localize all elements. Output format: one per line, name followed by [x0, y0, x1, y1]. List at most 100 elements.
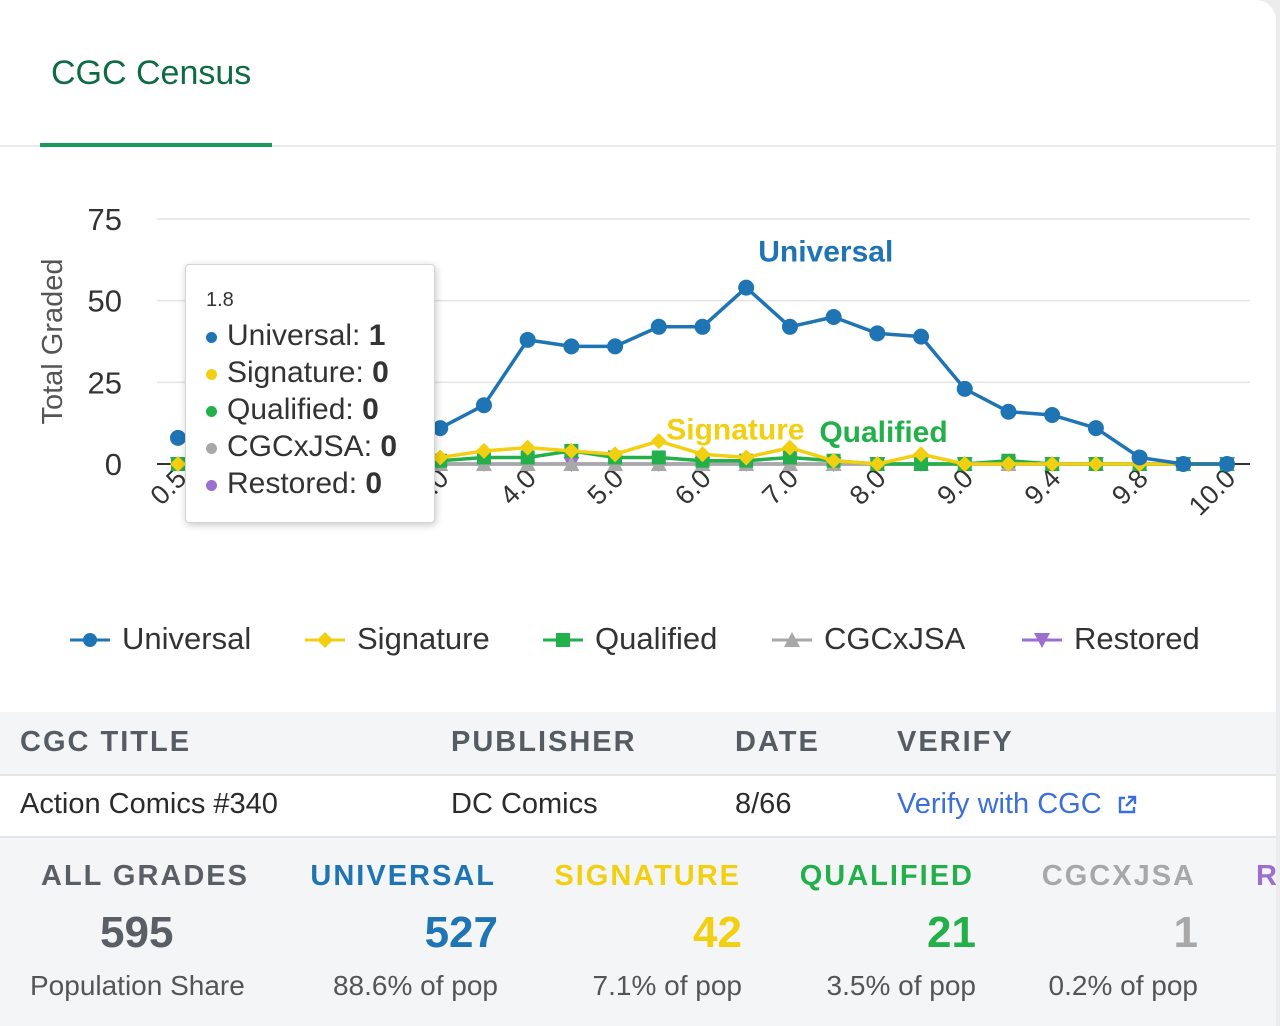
data-point-qualified: [914, 457, 929, 471]
legend-label: Qualified: [595, 621, 718, 656]
data-point-universal: [170, 429, 186, 446]
chart-legend: Universal Signature Qualified CGCxJSA: [0, 615, 1276, 665]
data-point-signature: [956, 456, 973, 472]
data-point-signature: [519, 439, 536, 456]
data-point-universal: [694, 318, 711, 335]
stat-value: 1: [1173, 908, 1198, 957]
qualified-legend-icon: [543, 633, 583, 647]
cgcxjsa-legend-icon: [772, 632, 812, 647]
series-annotation-qualified: Qualified: [819, 416, 947, 449]
data-point-universal: [869, 325, 886, 342]
series-annotation-signature: Signature: [666, 413, 804, 446]
cell-date: 8/66: [735, 788, 792, 820]
universal-legend-icon: [70, 633, 110, 647]
stat-label: QUALIFIED: [799, 860, 974, 892]
data-point-signature: [1000, 456, 1017, 472]
data-point-universal: [1219, 456, 1235, 472]
tooltip-row-universal: Universal: 1: [206, 319, 385, 353]
x-tick-label: 10.0: [1183, 463, 1241, 521]
stat-signature: SIGNATURE 42 7.1% of pop: [540, 838, 745, 1026]
stat-label: SIGNATURE: [554, 860, 741, 892]
data-point-universal: [1044, 407, 1061, 423]
stat-label: UNIVERSAL: [310, 860, 496, 892]
data-point-universal: [1175, 456, 1192, 472]
data-point-signature: [781, 439, 798, 456]
series-annotation-universal: Universal: [758, 236, 893, 269]
data-point-qualified: [782, 450, 797, 465]
legend-label: Restored: [1074, 621, 1200, 656]
y-tick-label: 0: [105, 447, 122, 482]
cell-publisher: DC Comics: [451, 788, 598, 820]
data-point-universal: [781, 318, 798, 335]
data-point-universal: [475, 397, 492, 414]
data-point-qualified: [651, 450, 666, 465]
stat-value: 527: [424, 908, 498, 957]
data-point-universal: [825, 309, 842, 325]
y-tick-label: 50: [88, 284, 122, 319]
table-header: CGC TITLE PUBLISHER DATE VERIFY: [0, 712, 1276, 776]
data-point-universal: [956, 380, 973, 397]
stat-subtext: 0.2% of pop: [1048, 970, 1198, 1001]
data-point-universal: [1131, 449, 1148, 466]
data-point-signature: [913, 446, 930, 463]
stat-universal: UNIVERSAL 527 88.6% of pop: [300, 838, 510, 1026]
population-stats: ALL GRADES 595 Population Share UNIVERSA…: [0, 838, 1276, 1026]
legend-label: CGCxJSA: [824, 621, 966, 656]
qualified-dot-icon: [206, 405, 217, 417]
tooltip-row-qualified: Qualified: 0: [206, 393, 379, 427]
data-point-cgcxjsa: [563, 456, 580, 471]
stat-label: ALL GRADES: [41, 860, 249, 892]
restored-legend-icon: [1022, 633, 1062, 648]
column-header-title: CGC TITLE: [20, 726, 192, 758]
legend-label: Signature: [357, 621, 490, 656]
tooltip-grade: 1.8: [206, 289, 234, 311]
stat-cgcxjsa: CGCXJSA 1 0.2% of pop: [1020, 838, 1200, 1026]
data-point-universal: [650, 318, 667, 335]
tooltip-row-signature: Signature: 0: [206, 356, 389, 390]
verify-with-cgc-link[interactable]: Verify with CGC: [897, 788, 1138, 821]
stat-restored: R: [1254, 838, 1276, 1026]
data-point-signature: [1087, 456, 1104, 472]
stat-label: R: [1256, 860, 1276, 892]
column-header-date: DATE: [735, 726, 820, 758]
data-point-signature: [1044, 456, 1061, 472]
table-row: Action Comics #340 DC Comics 8/66 Verify…: [0, 776, 1276, 838]
data-point-signature: [738, 449, 755, 466]
data-point-universal: [607, 338, 624, 355]
data-point-signature: [432, 449, 449, 466]
column-header-publisher: PUBLISHER: [451, 726, 637, 758]
legend-label: Universal: [122, 621, 252, 656]
data-point-signature: [869, 456, 886, 472]
data-point-universal: [563, 338, 580, 355]
y-axis-label: Total Graded: [37, 258, 69, 424]
y-tick-label: 75: [88, 202, 122, 237]
verify-link-label: Verify with CGC: [897, 788, 1102, 820]
signature-legend-icon: [305, 632, 345, 648]
stat-label: CGCXJSA: [1041, 860, 1196, 892]
stat-qualified: QUALIFIED 21 3.5% of pop: [790, 838, 978, 1026]
data-point-universal: [1000, 403, 1017, 420]
signature-dot-icon: [206, 368, 217, 380]
data-point-signature: [475, 442, 492, 459]
data-point-universal: [432, 420, 449, 437]
data-point-signature: [563, 442, 580, 459]
stat-subtext: Population Share: [30, 970, 245, 1001]
data-point-universal: [913, 328, 930, 345]
data-point-signature: [694, 446, 711, 463]
data-point-qualified: [520, 450, 535, 465]
tab-label: CGC Census: [51, 54, 252, 92]
tab-active-indicator: [40, 143, 272, 147]
data-point-universal: [738, 279, 755, 296]
column-header-verify: VERIFY: [897, 726, 1014, 758]
chart-tooltip: 1.8 Universal: 1 Signature: 0 Qualified:…: [185, 264, 435, 523]
tab-cgc-census[interactable]: CGC Census: [40, 0, 272, 147]
stat-value: 21: [927, 908, 976, 957]
data-point-signature: [607, 446, 624, 463]
stat-subtext: 7.1% of pop: [592, 970, 742, 1001]
stat-value: 595: [100, 908, 174, 957]
data-point-signature: [650, 433, 667, 450]
stat-subtext: 88.6% of pop: [332, 970, 498, 1001]
stat-subtext: 3.5% of pop: [826, 970, 976, 1001]
data-point-universal: [519, 331, 536, 348]
